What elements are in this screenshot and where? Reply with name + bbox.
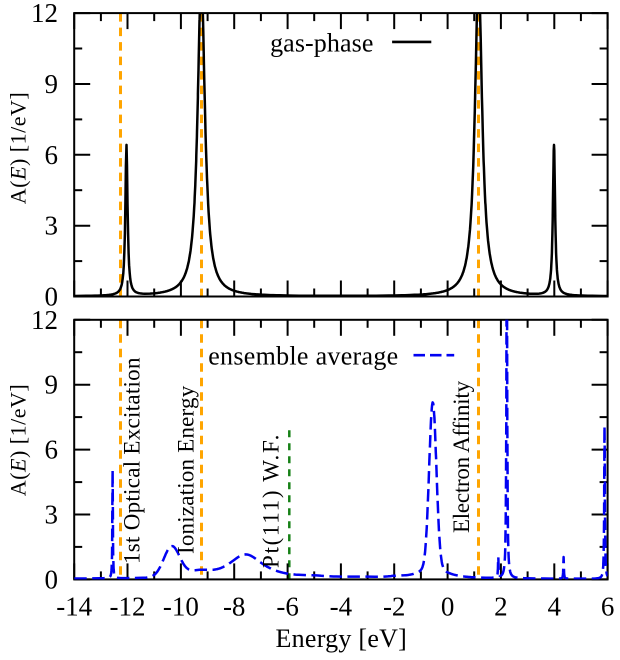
svg-text:6: 6 xyxy=(45,140,59,170)
svg-text:Ionization Energy: Ionization Energy xyxy=(173,385,198,554)
svg-text:0: 0 xyxy=(441,592,455,622)
svg-text:ensemble average: ensemble average xyxy=(208,342,398,371)
svg-text:6: 6 xyxy=(45,435,59,465)
svg-text:9: 9 xyxy=(45,370,59,400)
svg-text:-10: -10 xyxy=(163,592,199,622)
svg-text:gas-phase: gas-phase xyxy=(270,28,373,57)
svg-text:4: 4 xyxy=(548,592,562,622)
svg-text:Energy [eV]: Energy [eV] xyxy=(276,624,408,653)
svg-text:3: 3 xyxy=(45,211,59,241)
svg-text:Pt(111) W.F.: Pt(111) W.F. xyxy=(259,433,284,568)
svg-text:0: 0 xyxy=(45,282,59,312)
svg-text:-6: -6 xyxy=(276,592,299,622)
svg-text:-12: -12 xyxy=(110,592,146,622)
svg-text:1st Optical Excitation: 1st Optical Excitation xyxy=(120,357,145,564)
svg-text:2: 2 xyxy=(494,592,508,622)
svg-text:-4: -4 xyxy=(330,592,353,622)
svg-text:9: 9 xyxy=(45,69,59,99)
svg-text:3: 3 xyxy=(45,500,59,530)
svg-text:-14: -14 xyxy=(56,592,92,622)
svg-text:A(E) [1/eV]: A(E) [1/eV] xyxy=(6,384,31,496)
svg-text:-2: -2 xyxy=(383,592,406,622)
svg-text:12: 12 xyxy=(31,0,58,28)
svg-text:-8: -8 xyxy=(223,592,246,622)
svg-text:Electron Affinity: Electron Affinity xyxy=(449,380,474,533)
svg-text:6: 6 xyxy=(601,592,615,622)
svg-text:0: 0 xyxy=(45,564,59,594)
svg-text:12: 12 xyxy=(31,305,58,335)
svg-text:A(E) [1/eV]: A(E) [1/eV] xyxy=(6,92,31,204)
